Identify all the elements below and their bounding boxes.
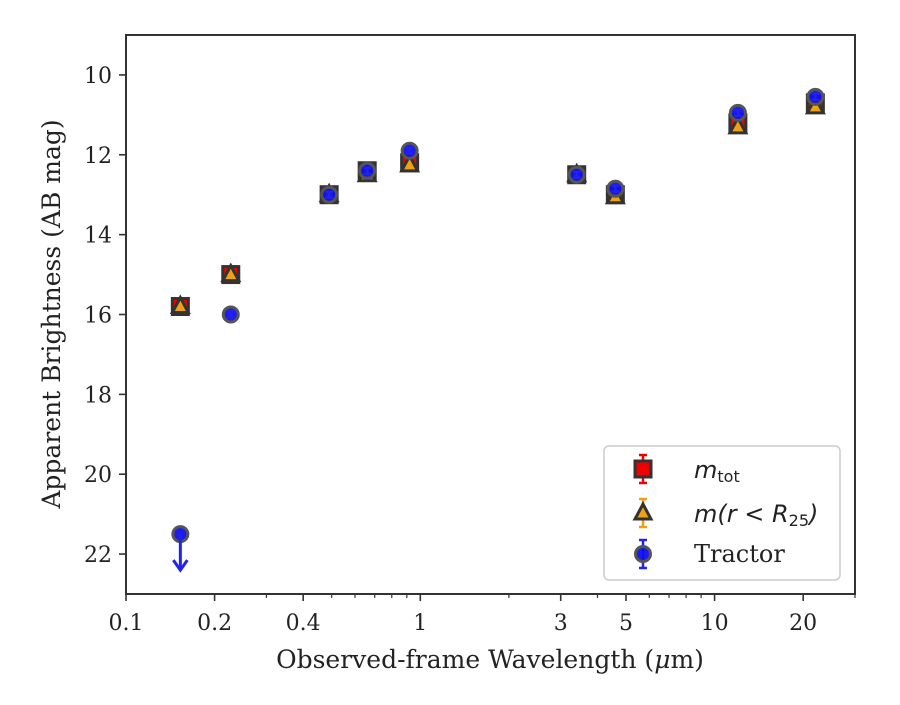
x-tick-label: 0.4 — [286, 611, 321, 636]
legend-markers — [632, 453, 654, 570]
mr25-point — [727, 114, 749, 135]
legend: mtot m(r < R25) Tractor — [603, 445, 841, 581]
legend-mr25-marker — [632, 500, 654, 521]
mr25-point — [169, 294, 191, 315]
legend-mtot-marker — [633, 459, 653, 479]
y-tick-label: 16 — [84, 304, 112, 329]
x-tick-label: 5 — [619, 611, 633, 636]
x-tick-label: 3 — [554, 611, 568, 636]
x-axis-label: Observed-frame Wavelength (μm) — [276, 645, 704, 674]
y-tick-label: 12 — [84, 144, 112, 169]
y-axis-label: Apparent Brightness (AB mag) — [37, 119, 66, 509]
y-tick-label: 20 — [84, 463, 112, 488]
legend-box — [603, 445, 841, 581]
legend-label-mtot: mtot — [694, 456, 740, 486]
y-tick-label: 22 — [84, 543, 112, 568]
y-tick-label: 18 — [84, 383, 112, 408]
x-tick-label: 1 — [413, 611, 427, 636]
legend-label-mr25: m(r < R25) — [694, 500, 818, 530]
y-tick-label: 10 — [84, 64, 112, 89]
x-tick-label: 10 — [701, 611, 729, 636]
tractor-upper-limit-arrowhead — [172, 559, 189, 573]
axis-ticks: 0.1 0.2 0.4 1 3 5 10 20 10 12 14 16 18 20 22 — [84, 64, 856, 636]
y-tick-label: 14 — [84, 224, 112, 249]
legend-label-tractor: Tractor — [694, 540, 785, 568]
mr25-point — [399, 152, 421, 173]
legend-tractor-marker — [634, 545, 652, 563]
x-tick-label: 0.2 — [197, 611, 232, 636]
mr25-point — [220, 262, 242, 283]
data-marks — [169, 87, 826, 573]
x-tick-label: 20 — [789, 611, 817, 636]
x-tick-label: 0.1 — [109, 611, 144, 636]
